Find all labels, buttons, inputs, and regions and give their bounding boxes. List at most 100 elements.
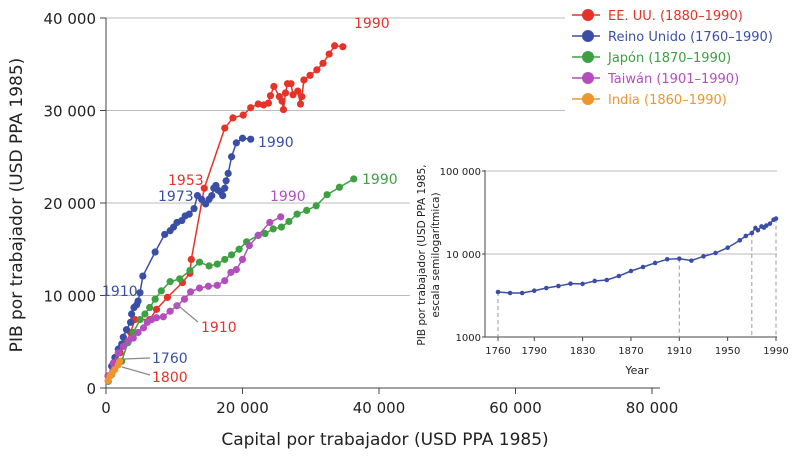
- inset-y-label-2: escala semilogarítmica): [430, 192, 442, 317]
- y-tick-label: 10 000: [44, 288, 97, 306]
- x-tick-label: 20 000: [216, 399, 269, 417]
- legend-marker: [582, 30, 594, 42]
- data-point: [134, 328, 142, 337]
- x-axis-label: Capital por trabajador (USD PPA 1985): [221, 430, 548, 450]
- legend: EE. UU. (1880–1990) Reino Unido (1760–199…: [572, 9, 773, 108]
- data-point: [294, 87, 302, 95]
- data-point: [235, 245, 243, 253]
- data-point: [285, 217, 293, 226]
- data-point: [139, 324, 148, 332]
- data-point: [195, 258, 204, 266]
- data-point: [287, 80, 295, 88]
- series-line: [107, 178, 355, 382]
- data-point: [227, 251, 236, 259]
- legend-label: Taiwán (1901–1990): [607, 72, 739, 87]
- label-tw-1990: 1990: [270, 189, 306, 205]
- inset-x-tick-label: 1790: [522, 346, 547, 357]
- legend-marker: [582, 51, 594, 63]
- data-point: [186, 266, 194, 275]
- data-point: [176, 275, 184, 283]
- y-axis-label: PIB por trabajador (USD PPA 1985): [7, 58, 27, 353]
- inset-data-point: [568, 281, 573, 286]
- inset-x-tick-label: 1950: [715, 346, 740, 357]
- data-point: [277, 223, 286, 231]
- data-point: [227, 268, 235, 276]
- data-point: [208, 192, 216, 200]
- inset-x-label: Year: [624, 364, 649, 377]
- inset-data-point: [652, 260, 658, 266]
- data-point: [261, 229, 269, 238]
- inset-x-tick-label: 1870: [618, 346, 643, 357]
- data-point: [222, 177, 230, 185]
- label-us-1953: 1953: [168, 173, 204, 189]
- legend-label: Reino Unido (1760–1990): [608, 30, 773, 45]
- y-tick-label: 30 000: [44, 103, 97, 121]
- label-uk-1973: 1973: [158, 189, 194, 205]
- data-point: [254, 231, 262, 239]
- data-point: [238, 255, 247, 264]
- legend-marker: [582, 9, 594, 21]
- y-tick-label: 40 000: [44, 10, 97, 28]
- data-point: [323, 191, 331, 199]
- data-point: [264, 99, 273, 107]
- data-point: [335, 183, 344, 191]
- inset-data-point: [556, 283, 561, 289]
- data-point: [224, 169, 232, 177]
- data-point: [166, 307, 174, 315]
- label-jp-1990: 1990: [362, 172, 398, 188]
- legend-label: EE. UU. (1880–1990): [608, 9, 743, 24]
- legend-label: Japón (1870–1990): [607, 51, 731, 66]
- data-point: [247, 135, 255, 143]
- y-tick-label: 20 000: [44, 195, 97, 213]
- inset-y-tick-label: 100 000: [440, 167, 481, 178]
- label-uk-1990: 1990: [258, 135, 294, 151]
- label-tw-1910: 1910: [201, 320, 237, 336]
- data-point: [296, 100, 305, 108]
- inset-data-point: [628, 268, 634, 274]
- data-point: [298, 93, 306, 101]
- data-point: [281, 89, 290, 97]
- data-point: [127, 310, 136, 318]
- data-point: [219, 192, 227, 200]
- inset-data-point: [531, 288, 537, 294]
- label-us-1990: 1990: [354, 16, 390, 32]
- data-point: [300, 76, 308, 84]
- inset-data-point: [664, 257, 670, 262]
- inset-data-point: [592, 278, 597, 284]
- inset-data-point: [737, 238, 743, 243]
- inset-data-point: [604, 277, 610, 283]
- data-point: [213, 260, 221, 268]
- data-point: [134, 297, 142, 305]
- data-point: [293, 210, 301, 218]
- label-uk-1760: 1760: [152, 351, 188, 367]
- inset-data-point: [616, 273, 622, 279]
- data-point: [141, 310, 149, 318]
- data-point: [229, 114, 237, 122]
- data-point: [173, 302, 181, 310]
- data-point: [151, 295, 159, 303]
- data-point: [136, 289, 144, 297]
- data-point: [187, 288, 195, 296]
- data-point: [122, 326, 131, 334]
- x-tick-label: 80 000: [626, 399, 679, 417]
- inset-data-point: [580, 281, 585, 287]
- data-point: [114, 349, 122, 357]
- label-us-1800: 1800: [152, 370, 188, 386]
- data-point: [350, 175, 358, 183]
- inset-data-point: [640, 264, 646, 270]
- inset-chart: 1000 10 000 100 000 1760 1790 1830 1870 1910 195…: [410, 152, 805, 380]
- data-point: [232, 139, 240, 147]
- data-point: [239, 111, 247, 119]
- data-point: [200, 184, 208, 192]
- data-point: [270, 82, 278, 91]
- data-point: [166, 278, 174, 286]
- data-point: [266, 218, 274, 227]
- inset-y-tick-label: 1000: [456, 333, 481, 344]
- y-tick-label: 0: [86, 380, 96, 398]
- inset-data-point: [725, 245, 730, 251]
- data-point: [152, 314, 161, 322]
- legend-marker: [582, 72, 594, 84]
- data-point: [136, 315, 144, 324]
- data-point: [180, 295, 189, 303]
